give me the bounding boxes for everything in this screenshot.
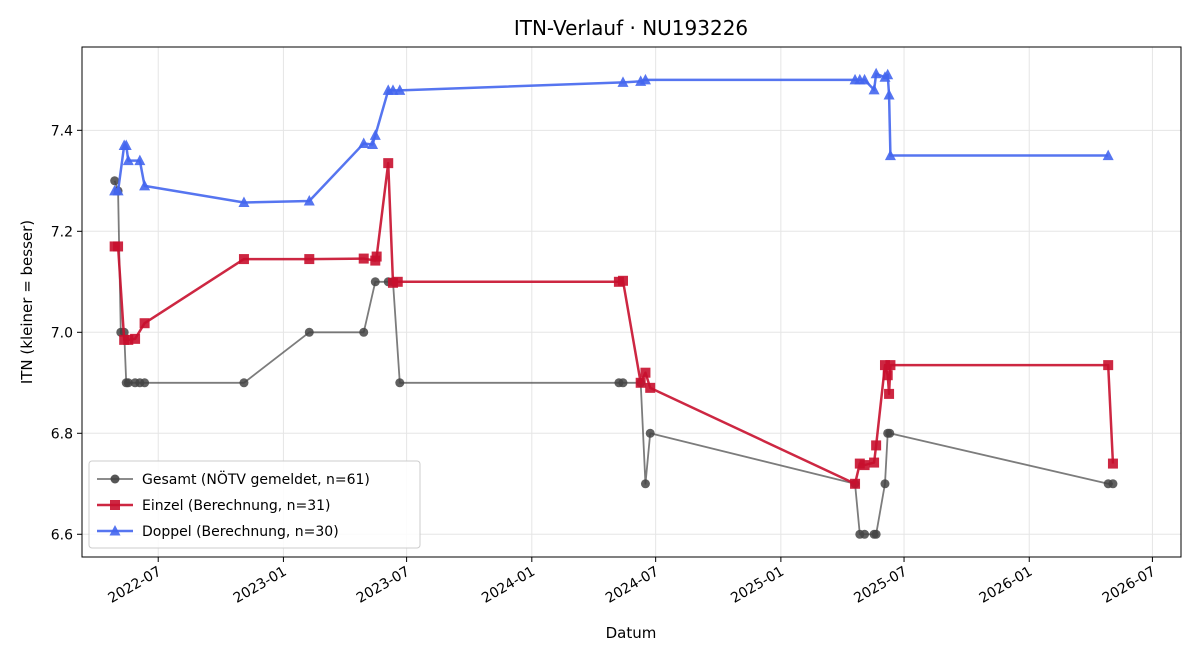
data-point <box>371 251 382 262</box>
x-tick-label: 2024-01 <box>479 564 538 607</box>
y-tick-label: 7.2 <box>51 224 73 240</box>
legend-label: Doppel (Berechnung, n=30) <box>142 524 339 540</box>
y-tick-label: 6.8 <box>51 426 73 442</box>
data-point <box>304 254 315 265</box>
x-tick-label: 2022-07 <box>106 564 165 607</box>
data-point <box>880 479 890 489</box>
data-point <box>112 184 124 196</box>
y-tick-label: 7.4 <box>51 123 73 139</box>
legend-item: Einzel (Berechnung, n=31) <box>97 498 331 514</box>
data-point <box>130 333 141 344</box>
series-line <box>114 161 1115 486</box>
data-point <box>358 137 370 148</box>
x-axis-title: Datum <box>606 624 657 642</box>
data-point <box>1102 149 1114 161</box>
data-point <box>884 149 896 161</box>
chart-title: ITN-Verlauf · NU193226 <box>514 16 748 40</box>
data-point <box>883 88 895 100</box>
y-tick-label: 6.6 <box>51 527 73 543</box>
legend-item: Doppel (Berechnung, n=30) <box>97 524 339 540</box>
grid-lines <box>82 47 1181 557</box>
data-point <box>869 457 880 468</box>
data-point <box>238 254 249 265</box>
data-point <box>369 129 381 140</box>
data-point <box>1108 479 1118 489</box>
data-point <box>640 367 651 378</box>
series-3 <box>109 67 1114 208</box>
data-point <box>238 196 250 208</box>
legend-box <box>88 460 421 549</box>
data-point <box>134 154 146 166</box>
legend-swatch-marker <box>110 500 120 510</box>
y-axis: 6.6 6.8 7.0 7.2 7.4 <box>51 123 82 543</box>
y-axis-title: ITN (kleiner = besser) <box>18 220 36 384</box>
legend-label: Gesamt (NÖTV gemeldet, n=61) <box>142 470 370 488</box>
data-point <box>645 382 656 393</box>
data-point <box>110 176 120 186</box>
series-layer <box>109 67 1118 539</box>
data-point <box>383 158 394 169</box>
data-point <box>392 276 403 287</box>
x-tick-label: 2024-07 <box>603 564 662 607</box>
data-point <box>367 138 379 149</box>
y-tick-label: 7.0 <box>51 325 73 341</box>
data-point <box>1103 360 1114 371</box>
data-point <box>618 378 628 388</box>
data-point <box>617 275 628 286</box>
series-line <box>114 72 1109 204</box>
data-point <box>640 479 650 489</box>
data-point <box>885 428 895 438</box>
x-axis: 2022-07 2023-01 2023-07 2024-01 2024-07 2025-… <box>106 557 1159 607</box>
plot-frame <box>81 46 1182 558</box>
data-point <box>882 370 893 381</box>
data-point <box>359 327 369 337</box>
series-2 <box>109 158 1118 489</box>
x-tick-label: 2025-01 <box>728 564 787 607</box>
data-point <box>394 84 406 95</box>
data-point <box>120 139 132 150</box>
data-point <box>885 360 896 371</box>
data-point <box>635 377 646 388</box>
x-tick-label: 2023-01 <box>231 564 290 607</box>
legend-swatch-marker <box>110 474 120 484</box>
data-point <box>113 241 124 252</box>
data-point <box>859 460 870 471</box>
data-point <box>370 277 380 287</box>
data-point <box>123 378 133 388</box>
data-point <box>639 73 651 85</box>
data-point <box>1107 458 1118 469</box>
legend-swatch-marker <box>109 525 121 536</box>
data-point <box>139 318 150 329</box>
x-tick-label: 2026-07 <box>1100 564 1159 607</box>
data-point <box>870 67 882 79</box>
data-point <box>850 478 861 489</box>
data-point <box>122 154 134 166</box>
data-point <box>304 327 314 337</box>
data-point <box>239 378 249 388</box>
data-point <box>123 334 134 345</box>
data-point <box>884 388 895 399</box>
legend: Gesamt (NÖTV gemeldet, n=61) Einzel (Bere… <box>88 460 421 549</box>
data-point <box>645 428 655 438</box>
legend-item: Gesamt (NÖTV gemeldet, n=61) <box>97 470 370 488</box>
data-point <box>868 83 880 95</box>
data-point <box>303 195 315 206</box>
data-point <box>140 378 150 388</box>
x-tick-label: 2026-01 <box>977 564 1036 607</box>
data-point <box>871 529 881 539</box>
data-point <box>139 179 151 191</box>
data-point <box>358 253 369 264</box>
data-point <box>882 68 894 80</box>
data-point <box>859 73 871 85</box>
x-tick-label: 2023-07 <box>354 564 413 607</box>
data-point <box>871 440 882 451</box>
data-point <box>860 529 870 539</box>
legend-label: Einzel (Berechnung, n=31) <box>142 498 331 514</box>
data-point <box>395 378 405 388</box>
x-tick-label: 2025-07 <box>851 564 910 607</box>
data-point <box>879 360 890 371</box>
data-point <box>617 76 629 87</box>
